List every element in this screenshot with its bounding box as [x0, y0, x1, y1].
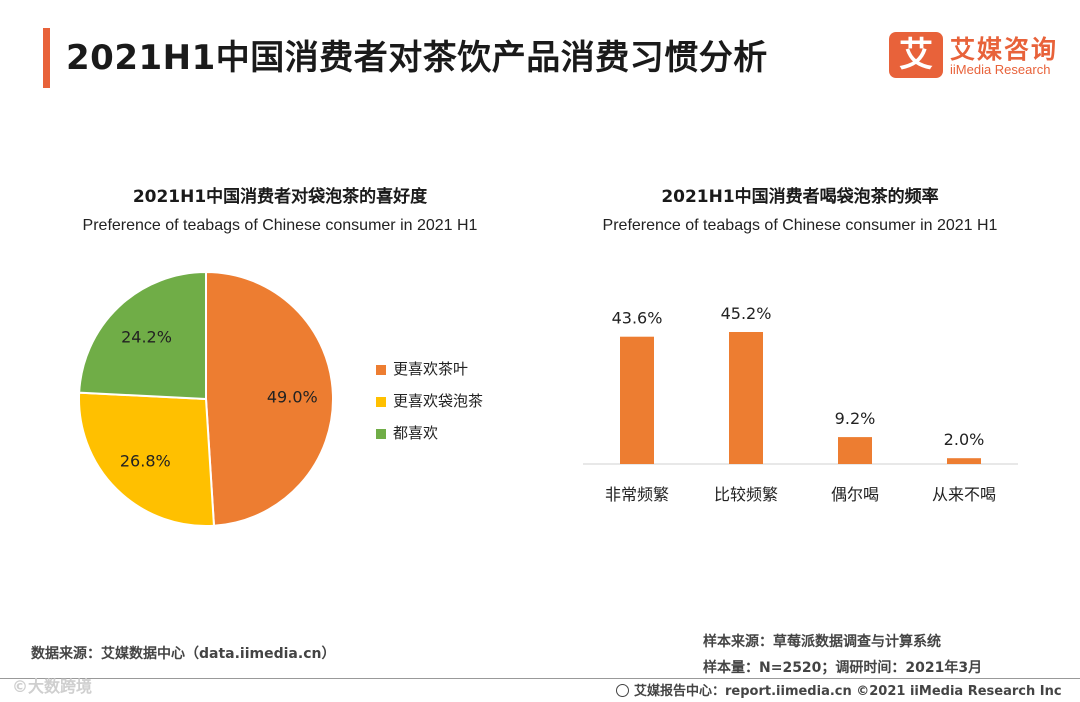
pie-slice [205, 270, 334, 527]
legend-label: 都喜欢 [393, 424, 439, 442]
pie-chart-subtitle: Preference of teabags of Chinese consume… [82, 217, 478, 234]
bar-chart-title: 2021H1中国消费者喝袋泡茶的频率 [661, 187, 939, 207]
legend-swatch-yellow [376, 396, 386, 407]
bar [947, 458, 981, 464]
legend-item-tea-leaves: 更喜欢茶叶 [376, 358, 468, 379]
bar [838, 437, 872, 464]
logo-text-cn: 艾媒咨询 [950, 35, 1059, 64]
pie-data-label: 49.0% [267, 387, 318, 406]
pie-data-label: 24.2% [121, 327, 172, 346]
bar [729, 332, 763, 464]
sample-size: 样本量：N=2520；调研时间：2021年3月 [703, 660, 983, 676]
bar-category-label: 比较频繁 [714, 485, 778, 504]
watermark: ©大数跨境 [12, 677, 93, 696]
legend-item-teabags: 更喜欢袋泡茶 [376, 390, 483, 411]
globe-icon [616, 684, 629, 697]
bar-category-label: 非常频繁 [605, 485, 669, 504]
legend-swatch-orange [376, 364, 386, 375]
pie-chart-title: 2021H1中国消费者对袋泡茶的喜好度 [132, 187, 428, 207]
copyright-text: 艾媒报告中心：report.iimedia.cn ©2021 iiMedia R… [634, 684, 1062, 699]
legend-label: 更喜欢袋泡茶 [393, 392, 484, 410]
bar-data-label: 2.0% [944, 430, 985, 449]
legend-label: 更喜欢茶叶 [393, 360, 469, 378]
copyright: 艾媒报告中心：report.iimedia.cn ©2021 iiMedia R… [616, 680, 1062, 699]
bar-category-label: 偶尔喝 [831, 485, 879, 504]
bar-data-label: 9.2% [835, 409, 876, 428]
legend-swatch-green [376, 428, 386, 439]
logo-text-en: iiMedia Research [950, 62, 1051, 77]
pie-slice [78, 270, 207, 401]
bar-data-label: 43.6% [612, 309, 663, 328]
footer-divider [0, 678, 1080, 679]
legend-item-both: 都喜欢 [376, 422, 438, 443]
bar-chart-subtitle: Preference of teabags of Chinese consume… [602, 217, 998, 234]
data-source: 数据来源：艾媒数据中心（data.iimedia.cn） [31, 646, 336, 662]
iimedia-logo-icon: 艾 [889, 32, 943, 78]
page-title: 2021H1中国消费者对茶饮产品消费习惯分析 [66, 38, 768, 78]
pie-slice [78, 391, 216, 527]
sample-source: 样本来源：草莓派数据调查与计算系统 [703, 634, 941, 650]
bar-category-label: 从来不喝 [932, 485, 996, 504]
bar [620, 336, 654, 464]
pie-data-label: 26.8% [120, 451, 171, 470]
bar-data-label: 45.2% [721, 304, 772, 323]
title-accent-bar [43, 28, 50, 88]
